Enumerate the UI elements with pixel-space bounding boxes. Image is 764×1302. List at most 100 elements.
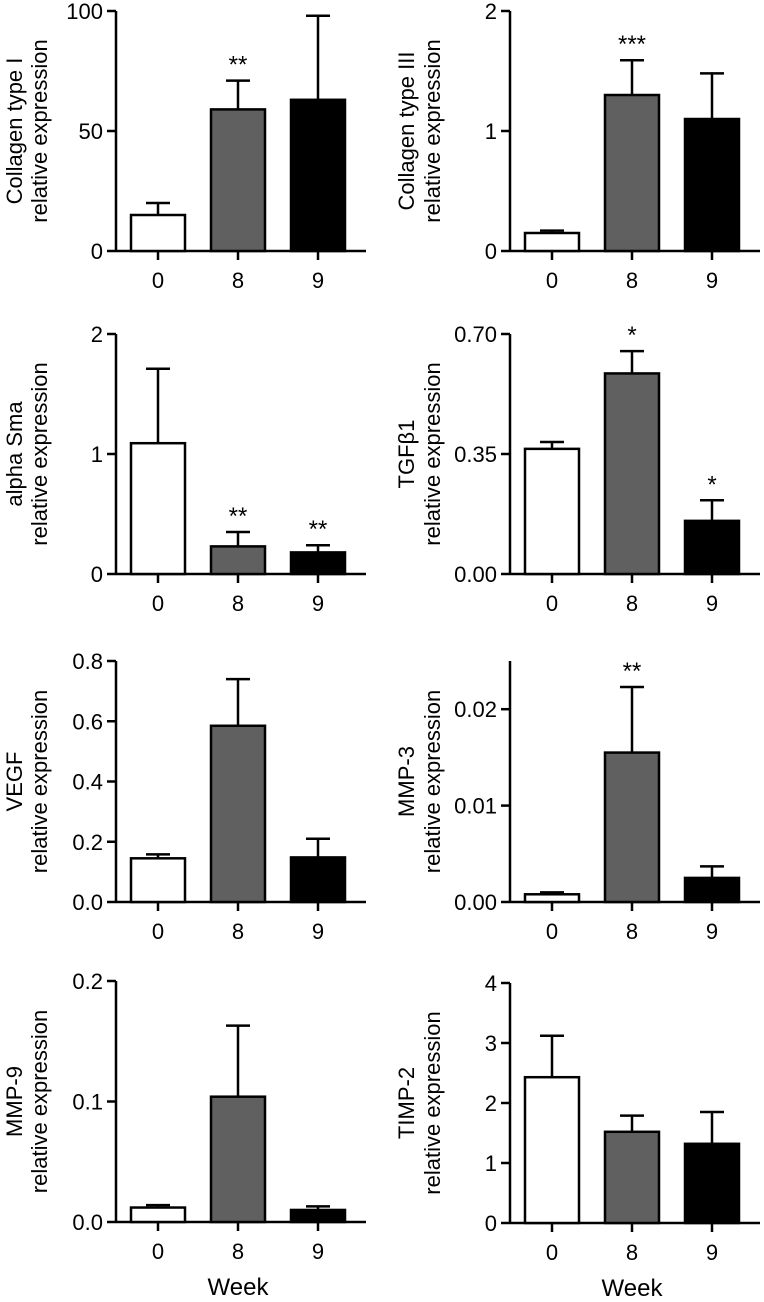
bar-week-9 bbox=[289, 856, 347, 904]
y-axis-subtitle: relative expression bbox=[27, 690, 52, 873]
bar-week-0 bbox=[523, 231, 581, 253]
y-tick-label: 0 bbox=[91, 239, 103, 264]
x-tick-label: 9 bbox=[312, 268, 324, 293]
x-tick-label: 0 bbox=[546, 1240, 558, 1265]
bar-week-9 bbox=[683, 1142, 741, 1225]
y-tick-label: 50 bbox=[79, 119, 103, 144]
x-tick-label: 8 bbox=[626, 1240, 638, 1265]
y-axis-title: Collagen type III bbox=[394, 52, 419, 211]
y-axis-subtitle: relative expression bbox=[27, 39, 52, 222]
y-axis-title: TGFβ1 bbox=[394, 420, 419, 489]
bar-week-0 bbox=[129, 213, 187, 253]
significance-marker: ** bbox=[229, 52, 248, 79]
bar-week-0 bbox=[129, 857, 187, 904]
y-tick-label: 0.2 bbox=[72, 830, 103, 855]
significance-marker: * bbox=[707, 471, 716, 498]
bar-week-8 bbox=[603, 1130, 661, 1225]
y-tick-label: 0.1 bbox=[72, 1090, 103, 1115]
chart-panel-7: 0.0 0.1 0.2 MMP-9 relative expression 0 8 9 Week bbox=[2, 969, 366, 1301]
y-tick-label: 0.0 bbox=[72, 890, 103, 915]
bar-week-9 bbox=[683, 519, 741, 576]
x-tick-label: 0 bbox=[546, 919, 558, 944]
bar-week-8 bbox=[603, 93, 661, 253]
bar-week-0 bbox=[523, 447, 581, 576]
y-tick-label: 0.2 bbox=[72, 969, 103, 994]
x-tick-label: 9 bbox=[312, 591, 324, 616]
significance-marker: ** bbox=[309, 516, 328, 543]
x-tick-label: 0 bbox=[152, 1239, 164, 1264]
y-tick-label: 0 bbox=[91, 562, 103, 587]
x-axis-title: Week bbox=[602, 1275, 664, 1302]
bar-week-9 bbox=[683, 117, 741, 253]
x-tick-label: 0 bbox=[546, 591, 558, 616]
y-tick-label: 0.35 bbox=[454, 442, 497, 467]
y-tick-label: 2 bbox=[485, 0, 497, 24]
y-axis-subtitle: relative expression bbox=[420, 39, 445, 222]
x-tick-label: 8 bbox=[232, 919, 244, 944]
significance-marker: * bbox=[627, 322, 636, 349]
bar-week-8 bbox=[209, 108, 267, 253]
y-axis-subtitle: relative expression bbox=[27, 362, 52, 545]
chart-panel-4: 0.00 0.35 0.70 TGFβ1 relative expression 0 8 * 9… bbox=[394, 322, 760, 616]
bar-week-8 bbox=[209, 545, 267, 576]
y-axis-title: MMP-3 bbox=[394, 746, 419, 817]
y-tick-label: 0.00 bbox=[454, 562, 497, 587]
significance-marker: ** bbox=[623, 658, 642, 685]
y-axis-subtitle: relative expression bbox=[420, 362, 445, 545]
x-tick-label: 0 bbox=[152, 591, 164, 616]
y-tick-label: 0.0 bbox=[72, 1210, 103, 1235]
bar-week-8 bbox=[603, 751, 661, 904]
x-tick-label: 0 bbox=[152, 268, 164, 293]
y-tick-label: 0.8 bbox=[72, 649, 103, 674]
x-tick-label: 9 bbox=[706, 1240, 718, 1265]
bar-week-0 bbox=[129, 1206, 187, 1224]
y-tick-label: 100 bbox=[66, 0, 103, 24]
y-axis-title: Collagen type I bbox=[2, 58, 27, 205]
x-tick-label: 0 bbox=[546, 268, 558, 293]
y-tick-label: 1 bbox=[485, 1151, 497, 1176]
bar-week-0 bbox=[129, 441, 187, 576]
chart-panel-2: 0 1 2 Collagen type III relative expression 0… bbox=[394, 0, 760, 293]
y-axis-title: TIMP-2 bbox=[394, 1067, 419, 1139]
y-axis-title: MMP-9 bbox=[2, 1066, 27, 1137]
x-tick-label: 8 bbox=[626, 919, 638, 944]
significance-marker: *** bbox=[618, 31, 646, 58]
bar-week-8 bbox=[603, 372, 661, 576]
y-tick-label: 0 bbox=[485, 239, 497, 264]
y-tick-label: 0.01 bbox=[454, 794, 497, 819]
bar-week-9 bbox=[289, 98, 347, 253]
y-tick-label: 0.00 bbox=[454, 890, 497, 915]
x-tick-label: 9 bbox=[706, 919, 718, 944]
y-tick-label: 0.70 bbox=[454, 322, 497, 347]
x-tick-label: 8 bbox=[232, 268, 244, 293]
chart-panel-8: 0 1 2 3 4 TIMP-2 relative expression 0 8 9 Week bbox=[394, 971, 760, 1302]
x-tick-label: 8 bbox=[232, 591, 244, 616]
y-axis-title: alpha Sma bbox=[2, 401, 27, 507]
x-tick-label: 8 bbox=[626, 268, 638, 293]
y-tick-label: 4 bbox=[485, 971, 497, 996]
chart-panel-3: 0 1 2 alpha Sma relative expression 0 8 ** 9 ** bbox=[2, 322, 366, 616]
bar-week-0 bbox=[523, 1075, 581, 1225]
bar-week-8 bbox=[209, 1095, 267, 1224]
x-tick-label: 8 bbox=[626, 591, 638, 616]
bar-week-9 bbox=[683, 876, 741, 904]
x-tick-label: 0 bbox=[152, 919, 164, 944]
y-tick-label: 2 bbox=[91, 322, 103, 347]
y-axis-subtitle: relative expression bbox=[27, 1010, 52, 1193]
y-axis-subtitle: relative expression bbox=[420, 1011, 445, 1194]
x-tick-label: 9 bbox=[312, 919, 324, 944]
y-tick-label: 2 bbox=[485, 1091, 497, 1116]
y-tick-label: 1 bbox=[485, 119, 497, 144]
significance-marker: ** bbox=[229, 503, 248, 530]
x-tick-label: 9 bbox=[706, 268, 718, 293]
bar-week-9 bbox=[289, 1208, 347, 1224]
y-tick-label: 1 bbox=[91, 442, 103, 467]
bar-week-8 bbox=[209, 724, 267, 904]
bar-week-0 bbox=[523, 893, 581, 904]
x-axis-title: Week bbox=[208, 1274, 270, 1301]
y-tick-label: 3 bbox=[485, 1031, 497, 1056]
x-tick-label: 8 bbox=[232, 1239, 244, 1264]
y-axis-title: VEGF bbox=[2, 752, 27, 812]
chart-panel-6: 0.00 0.01 0.02 MMP-3 relative expression 0 8 **… bbox=[394, 658, 760, 944]
